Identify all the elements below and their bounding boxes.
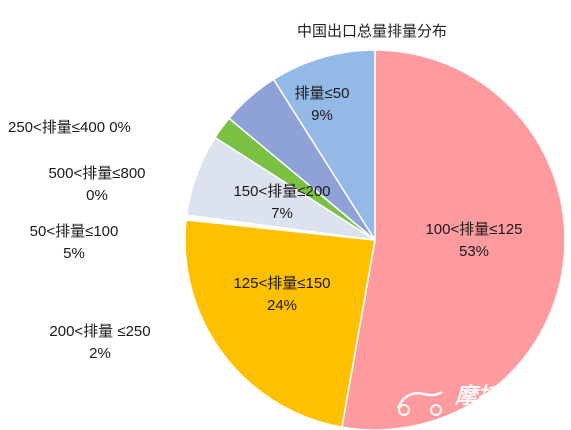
watermark-logo-text: 摩托中国 [454,383,546,409]
pie-slice-9 [272,49,376,243]
label-50-100-pct: 5% [63,245,85,262]
label-125-150: 125<排量≤150 [233,275,330,292]
wheel-icon [398,404,410,416]
label-50-100: 50<排量≤100 [30,223,119,240]
pie-slice-1 [184,218,376,428]
motorcycle-logo-icon [396,390,443,409]
label-125-150-pct: 24% [267,297,297,314]
label-250-400: 250<排量≤400 0% [8,119,131,136]
label-200-250-pct: 2% [89,345,111,362]
label-200-250: 200<排量 ≤250 [49,323,150,340]
label-150-200: 150<排量≤200 [233,183,330,200]
watermark: 摩托中国 motomsc.com [396,383,546,423]
watermark-url: motomsc.com [458,410,536,423]
label-100-125: 100<排量≤125 [425,221,522,238]
label-le-50: 排量≤50 [295,85,350,102]
label-500-800-pct: 0% [86,187,108,204]
label-500-800: 500<排量≤800 [48,165,145,182]
label-100-125-pct: 53% [459,243,489,260]
label-le-50-pct: 9% [311,107,333,124]
pie-slice-0 [341,49,566,430]
chart-title: 中国出口总量排量分布 [297,22,447,40]
label-150-200-pct: 7% [271,205,293,222]
wheel-icon [430,404,442,416]
pie-slices [184,49,566,430]
